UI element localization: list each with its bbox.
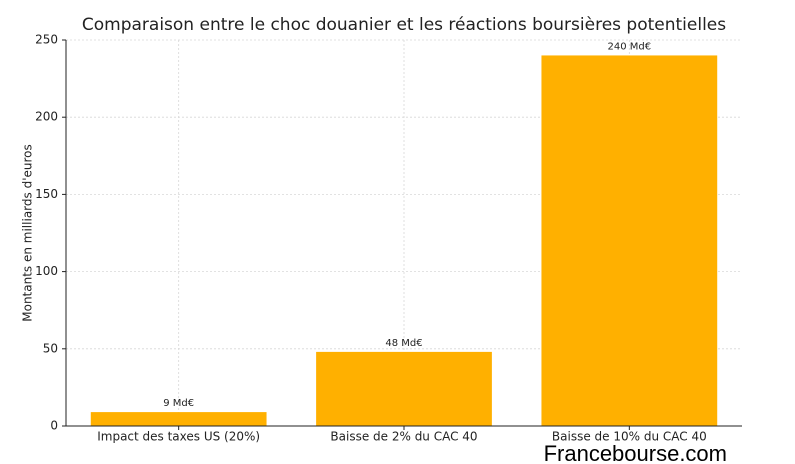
y-tick-label: 50 bbox=[43, 341, 58, 355]
x-tick-label: Baisse de 2% du CAC 40 bbox=[330, 430, 477, 444]
y-tick-label: 250 bbox=[35, 33, 58, 47]
y-tick-label: 100 bbox=[35, 264, 58, 278]
x-tick-label: Impact des taxes US (20%) bbox=[97, 430, 260, 444]
bar bbox=[90, 412, 267, 426]
value-label: 48 Md€ bbox=[385, 338, 422, 349]
y-tick-label: 150 bbox=[35, 187, 58, 201]
watermark: Francebourse.com bbox=[544, 441, 727, 464]
y-tick-label: 0 bbox=[50, 419, 58, 433]
bar bbox=[316, 351, 492, 426]
x-tick-label: Baisse de 10% du CAC 40 bbox=[552, 430, 707, 444]
chart-title: Comparaison entre le choc douanier et le… bbox=[82, 15, 726, 35]
y-tick-label: 200 bbox=[35, 110, 58, 124]
bar bbox=[541, 55, 718, 426]
y-axis-label: Montants en milliards d'euros bbox=[21, 144, 35, 322]
value-label: 240 Md€ bbox=[608, 41, 652, 52]
value-label: 9 Md€ bbox=[163, 398, 194, 409]
